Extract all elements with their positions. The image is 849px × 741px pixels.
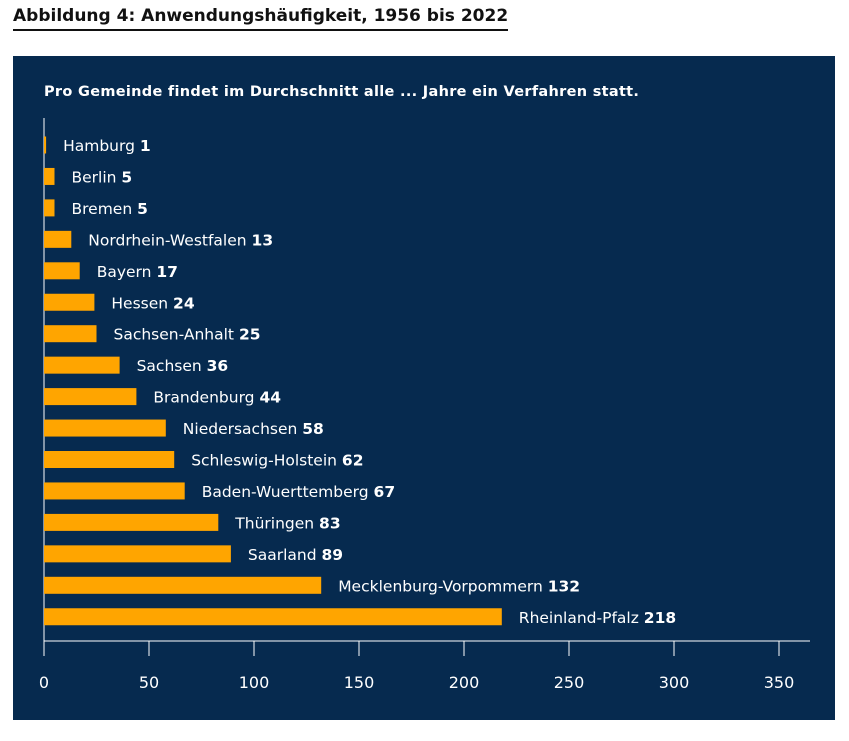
bar-label: Berlin 5 [72, 168, 133, 186]
bar [44, 608, 502, 626]
value-label: 36 [207, 357, 229, 375]
bar [44, 545, 231, 563]
category-label: Brandenburg [153, 389, 259, 407]
bar-label: Thüringen 83 [234, 514, 340, 532]
category-label: Nordrhein-Westfalen [88, 231, 251, 249]
value-label: 17 [156, 263, 178, 281]
bar-label: Sachsen-Anhalt 25 [114, 326, 261, 344]
bar [44, 451, 175, 468]
x-tick-label: 250 [554, 673, 585, 692]
x-tick-label: 200 [449, 673, 480, 692]
value-label: 58 [302, 420, 324, 438]
figure-title: Abbildung 4: Anwendungshäufigkeit, 1956 … [13, 6, 509, 31]
bar [44, 356, 120, 374]
bar-label: Brandenburg 44 [153, 389, 281, 407]
value-label: 67 [374, 483, 396, 501]
bar-label: Mecklenburg-Vorpommern 132 [338, 577, 580, 595]
bar-label: Bremen 5 [72, 200, 148, 218]
category-label: Thüringen [234, 514, 319, 532]
category-label: Bremen [72, 200, 138, 218]
bar-label: Hamburg 1 [63, 137, 151, 155]
category-label: Rheinland-Pfalz [519, 609, 644, 627]
value-label: 132 [548, 577, 580, 595]
bar [44, 136, 47, 154]
bar-label: Rheinland-Pfalz 218 [519, 609, 676, 627]
bar [44, 199, 55, 217]
chart-subtitle: Pro Gemeinde findet im Durchschnitt alle… [44, 84, 640, 100]
x-tick-label: 300 [659, 673, 690, 692]
value-label: 218 [644, 609, 676, 627]
value-label: 1 [140, 137, 151, 155]
bar-label: Hessen 24 [111, 294, 194, 312]
bar-label: Schleswig-Holstein 62 [191, 452, 363, 470]
bar-label: Nordrhein-Westfalen 13 [88, 231, 273, 249]
category-label: Niedersachsen [183, 420, 302, 438]
bar [44, 482, 185, 500]
category-label: Baden-Wuerttemberg [202, 483, 374, 501]
value-label: 62 [342, 452, 364, 470]
bar-label: Bayern 17 [97, 263, 178, 281]
category-label: Sachsen-Anhalt [114, 326, 239, 344]
category-label: Schleswig-Holstein [191, 452, 342, 470]
chart-panel: Pro Gemeinde findet im Durchschnitt alle… [13, 56, 835, 720]
bar [44, 262, 80, 280]
bar [44, 419, 166, 437]
category-label: Sachsen [137, 357, 207, 375]
value-label: 24 [173, 294, 195, 312]
category-label: Saarland [248, 546, 322, 564]
value-label: 25 [239, 326, 261, 344]
category-label: Bayern [97, 263, 157, 281]
value-label: 5 [121, 168, 132, 186]
bar [44, 293, 95, 311]
bar-label: Sachsen 36 [137, 357, 229, 375]
category-label: Hessen [111, 294, 173, 312]
value-label: 89 [322, 546, 344, 564]
bar [44, 388, 137, 406]
category-label: Hamburg [63, 137, 140, 155]
value-label: 13 [252, 231, 274, 249]
bar-label: Baden-Wuerttemberg 67 [202, 483, 395, 501]
value-label: 44 [259, 389, 281, 407]
bar-label: Saarland 89 [248, 546, 343, 564]
value-label: 5 [137, 200, 148, 218]
x-tick-label: 150 [344, 673, 375, 692]
bar [44, 513, 219, 531]
bar [44, 576, 322, 594]
category-label: Berlin [72, 168, 122, 186]
x-tick-label: 0 [39, 673, 49, 692]
bar-label: Niedersachsen 58 [183, 420, 324, 438]
bar [44, 325, 97, 343]
x-tick-label: 350 [764, 673, 795, 692]
value-label: 83 [319, 514, 341, 532]
bar [44, 167, 55, 185]
category-label: Mecklenburg-Vorpommern [338, 577, 548, 595]
bar [44, 230, 72, 248]
x-tick-label: 100 [239, 673, 270, 692]
x-tick-label: 50 [139, 673, 159, 692]
